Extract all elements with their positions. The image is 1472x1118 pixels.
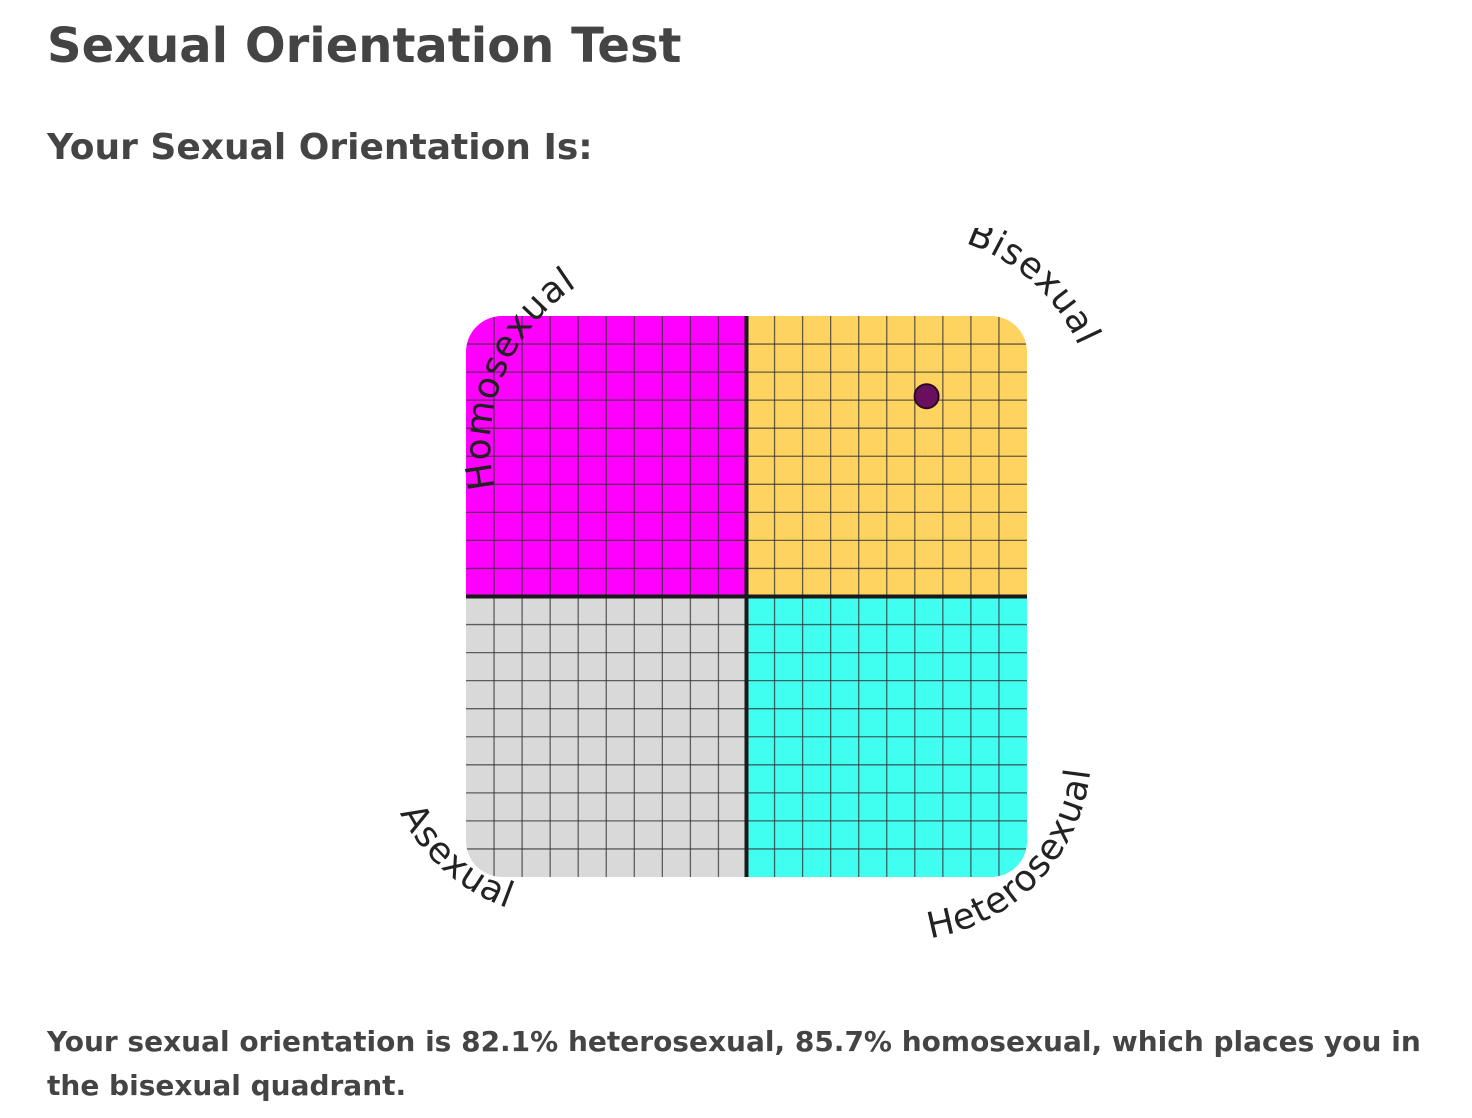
result-point	[913, 383, 940, 410]
orientation-chart: Homosexual Bisexual Asexual Heterosexual	[380, 228, 1110, 958]
page-title: Sexual Orientation Test	[47, 18, 682, 74]
result-text: Your sexual orientation is 82.1% heteros…	[47, 1025, 1421, 1102]
result-heading: Your Sexual Orientation Is:	[47, 127, 593, 168]
